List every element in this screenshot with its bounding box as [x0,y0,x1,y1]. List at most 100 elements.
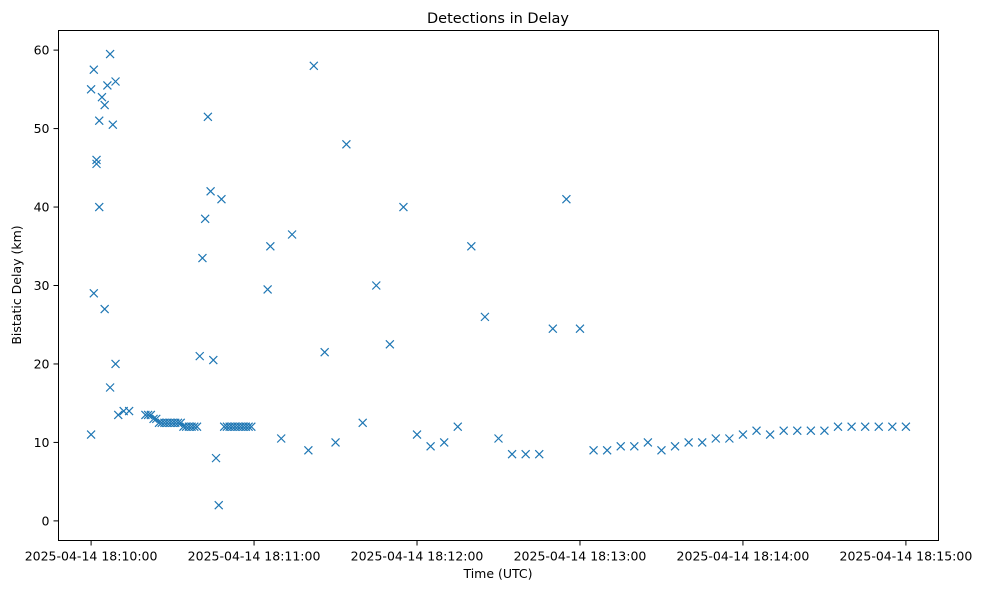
data-point [276,434,286,443]
data-point [89,65,99,75]
y-tick-label: 30 [34,278,50,293]
data-point [670,441,680,451]
data-point [548,324,558,334]
data-point [412,430,422,440]
data-point [97,92,107,102]
y-axis: 0 10 20 30 40 50 60 [34,43,59,528]
data-point [616,441,626,451]
data-point [561,194,571,204]
y-tick-label: 0 [42,513,50,528]
y-tick-label: 50 [34,121,50,136]
data-point [480,312,490,322]
data-point [189,422,199,432]
data-point [176,418,186,428]
data-point [173,418,183,428]
x-tick-label: 2025-04-14 18:10:00 [25,549,158,564]
data-point [263,284,273,294]
x-tick-label: 2025-04-14 18:13:00 [514,549,647,564]
x-tick-label: 2025-04-14 18:15:00 [840,549,973,564]
x-tick-label: 2025-04-14 18:12:00 [351,549,484,564]
data-point [887,422,897,432]
data-point [589,445,598,455]
data-point [111,77,120,86]
data-point [371,281,381,290]
y-tick-label: 60 [34,43,50,58]
data-point [265,241,275,251]
data-point [208,355,218,365]
data-point [874,422,884,432]
chart-title: Detections in Delay [427,11,569,27]
data-point [100,100,110,110]
data-point [738,430,748,440]
y-axis-label: Bistatic Delay (km) [9,225,24,344]
data-point [779,426,789,436]
data-point [244,422,254,432]
data-point [143,410,153,420]
data-point [657,445,666,455]
data-point [105,383,115,392]
data-point [211,453,221,463]
data-point [206,186,216,196]
data-point [94,116,104,126]
x-tick-label: 2025-04-14 18:11:00 [188,549,321,564]
data-point [358,418,368,428]
x-tick-label: 2025-04-14 18:14:00 [677,549,810,564]
data-point [331,437,340,447]
data-point [341,139,351,149]
y-tick-label: 10 [34,435,50,450]
data-point [100,304,110,314]
data-point [399,202,408,212]
data-point [89,288,99,298]
data-point [124,406,134,416]
data-point [792,426,802,436]
data-point [102,80,112,90]
data-point [146,410,156,420]
data-point [151,414,161,424]
data-point [860,422,870,432]
data-point [86,430,96,440]
data-point [697,437,707,447]
data-point [765,430,775,440]
y-tick-label: 20 [34,356,50,371]
data-point [149,414,158,424]
data-point [602,445,612,455]
data-point [575,324,585,334]
data-point [94,202,104,212]
x-axis-label: Time (UTC) [462,566,532,581]
data-point [426,441,436,451]
data-point [752,426,761,436]
data-point [192,422,202,432]
data-point [113,410,123,420]
data-point [439,437,449,447]
y-tick-label: 40 [34,200,50,215]
data-point [901,422,911,432]
data-point [466,241,476,251]
data-point [453,422,463,432]
data-point [105,49,115,59]
data-point [820,426,829,436]
data-point [92,159,101,169]
data-point [724,434,734,443]
data-point [217,194,226,204]
data-point [203,112,213,122]
data-point [92,155,101,165]
data-point [629,441,639,451]
data-point [303,445,313,455]
data-point [684,437,694,447]
data-point [195,351,205,361]
data-point [711,434,721,443]
data-point [287,230,297,239]
data-point [111,359,120,369]
data-point [214,500,224,510]
data-point [309,61,319,71]
data-point [833,422,843,432]
data-point [806,426,816,436]
data-point [507,449,517,459]
data-points [86,49,911,510]
data-point [200,214,210,224]
data-point [534,449,544,459]
data-point [320,347,330,357]
data-point [198,253,207,263]
